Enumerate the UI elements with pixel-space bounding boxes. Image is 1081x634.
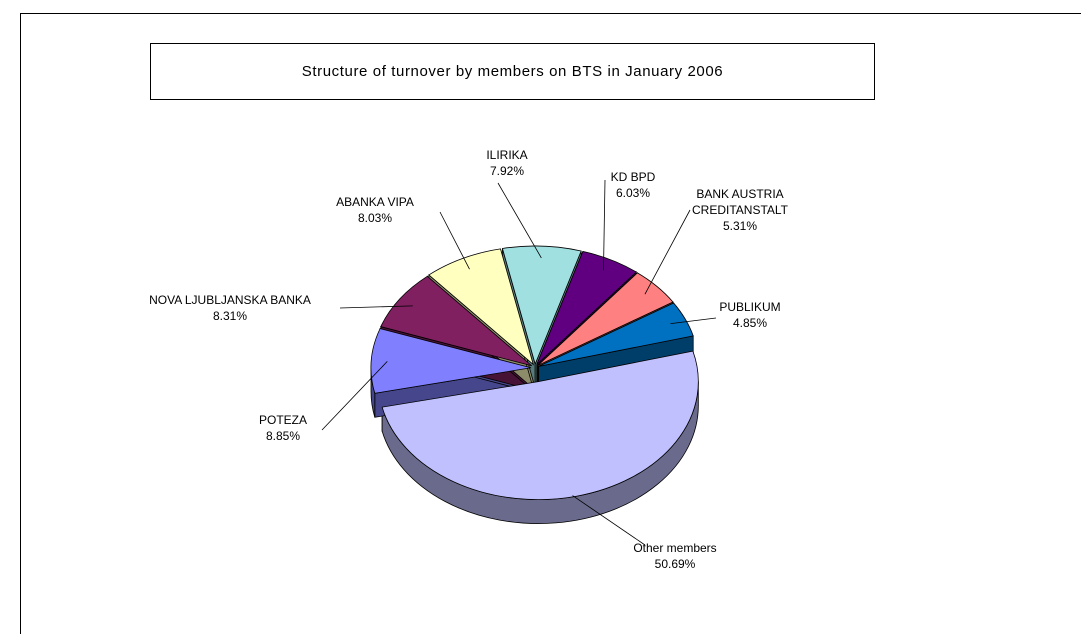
slice-value-label: 4.85% — [732, 316, 768, 330]
slice — [381, 350, 699, 501]
slice-category-label: POTEZA — [258, 413, 308, 427]
slice-label: KD BPD 6.03% — [611, 169, 656, 201]
leader-line — [670, 317, 717, 325]
slice-value-label: 8.85% — [265, 429, 301, 443]
slice-value-label: 8.31% — [212, 309, 248, 323]
leader-line — [321, 361, 388, 431]
slice-category-label: ILIRIKA — [486, 148, 528, 162]
slice-value-label: 6.03% — [615, 186, 651, 200]
slice-label: NOVA LJUBLJANSKA BANKA 8.31% — [149, 292, 311, 324]
slice-label: Other members 50.69% — [633, 540, 716, 572]
slice-label: POTEZA 8.85% — [259, 412, 307, 444]
slice — [536, 250, 637, 365]
chart-title: Structure of turnover by members on BTS … — [150, 43, 875, 100]
slice — [501, 245, 582, 366]
chart-frame — [20, 13, 1081, 634]
slice — [370, 328, 532, 394]
slice-value-label: 50.69% — [654, 557, 696, 571]
slice-value-label: 7.92% — [489, 164, 525, 178]
leader-line — [572, 495, 646, 546]
slice-category-label: Other members — [633, 541, 717, 555]
slice-category-label: NOVA LJUBLJANSKA BANKA — [149, 293, 311, 307]
slice — [538, 302, 694, 367]
slice-label: ILIRIKA 7.92% — [486, 147, 527, 179]
slice — [380, 275, 532, 367]
slice-label: PUBLIKUM 4.85% — [719, 299, 780, 331]
slice-value-label: 5.31% — [722, 219, 758, 233]
slice-category-label: BANK AUSTRIA CREDITANSTALT — [691, 187, 789, 217]
slice — [537, 272, 674, 366]
slice-label: BANK AUSTRIA CREDITANSTALT 5.31% — [692, 186, 788, 234]
slice-value-label: 8.03% — [357, 211, 393, 225]
slice — [428, 248, 534, 366]
leader-line — [603, 179, 606, 271]
leader-line — [439, 211, 470, 270]
slice-category-label: PUBLIKUM — [719, 300, 781, 314]
slice-category-label: KD BPD — [610, 170, 656, 184]
slice-category-label: ABANKA VIPA — [336, 195, 414, 209]
leader-line — [644, 209, 691, 295]
leader-line — [497, 182, 542, 259]
leader-line — [339, 305, 413, 309]
slice-label: ABANKA VIPA 8.03% — [336, 194, 414, 226]
